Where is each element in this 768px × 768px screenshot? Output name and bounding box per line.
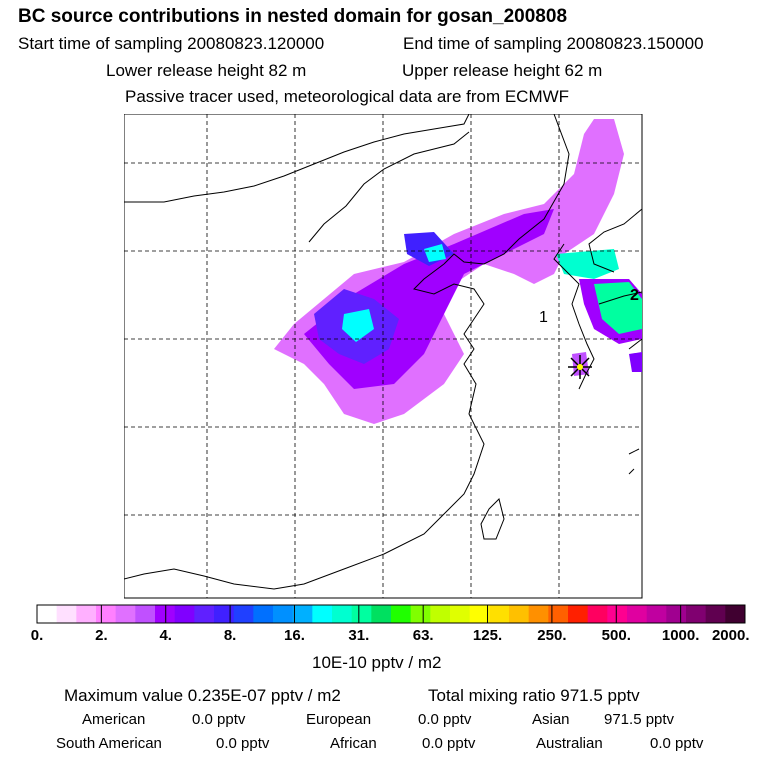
stat-label-australian: Australian — [536, 735, 603, 752]
maximum-value: Maximum value 0.235E-07 pptv / m2 — [64, 686, 341, 705]
colorbar-tick-label: 31. — [348, 627, 370, 644]
total-mixing-ratio: Total mixing ratio 971.5 pptv — [428, 686, 640, 705]
colorbar-swatch — [233, 605, 254, 623]
colorbar-swatch — [607, 605, 628, 623]
stat-label-south-american: South American — [56, 735, 162, 752]
tracer-note: Passive tracer used, meteorological data… — [125, 87, 570, 106]
colorbar-swatch — [705, 605, 726, 623]
colorbar-swatch — [135, 605, 156, 623]
colorbar-tick-label: 125. — [472, 627, 503, 644]
stat-value-asian: 971.5 pptv — [604, 711, 675, 728]
colorbar-tick-label: 8. — [223, 627, 237, 644]
chart-title: BC source contributions in nested domain… — [18, 6, 568, 27]
colorbar-swatch — [292, 605, 313, 623]
stat-label-asian: Asian — [532, 711, 570, 728]
contour-label-2: 2 — [630, 287, 639, 304]
colorbar-swatch — [430, 605, 451, 623]
colorbar-swatch — [155, 605, 176, 623]
colorbar-border — [36, 604, 746, 624]
colorbar-tick-label: 63. — [412, 627, 434, 644]
colorbar-swatch — [646, 605, 667, 623]
colorbar-swatch — [37, 605, 58, 623]
colorbar-swatch — [253, 605, 274, 623]
stat-label-african: African — [330, 735, 377, 752]
colorbar-swatch — [489, 605, 510, 623]
colorbar-tick-label: 2. — [95, 627, 108, 644]
colorbar — [36, 604, 746, 624]
colorbar-swatch — [115, 605, 136, 623]
colorbar-swatch — [351, 605, 372, 623]
stat-label-american: American — [82, 711, 146, 728]
colorbar-swatch — [174, 605, 195, 623]
colorbar-swatch — [469, 605, 490, 623]
end-time: End time of sampling 20080823.150000 — [403, 34, 704, 53]
colorbar-swatch — [56, 605, 77, 623]
colorbar-swatch — [686, 605, 707, 623]
stat-value-south-american: 0.0 pptv — [216, 735, 270, 752]
colorbar-swatch — [725, 605, 746, 623]
colorbar-swatch — [194, 605, 215, 623]
stat-value-african: 0.0 pptv — [422, 735, 476, 752]
stat-value-european: 0.0 pptv — [418, 711, 472, 728]
colorbar-tick-label: 500. — [601, 627, 631, 644]
start-time: Start time of sampling 20080823.120000 — [18, 34, 325, 53]
colorbar-swatch — [96, 605, 117, 623]
colorbar-swatch — [371, 605, 392, 623]
stat-value-american: 0.0 pptv — [192, 711, 246, 728]
colorbar-swatch — [450, 605, 471, 623]
stat-label-european: European — [306, 711, 372, 728]
colorbar-swatch — [548, 605, 569, 623]
stat-value-australian: 0.0 pptv — [650, 735, 704, 752]
colorbar-tick-label: 250. — [537, 627, 567, 644]
colorbar-tick-label: 1000. — [661, 627, 700, 644]
map-panel: 1 2 — [124, 114, 643, 599]
colorbar-units: 10E-10 pptv / m2 — [312, 653, 442, 672]
colorbar-swatch — [509, 605, 530, 623]
colorbar-swatch — [76, 605, 97, 623]
colorbar-tick-label: 0. — [30, 627, 44, 644]
colorbar-swatch — [568, 605, 589, 623]
colorbar-swatch — [528, 605, 549, 623]
contour-label-1: 1 — [539, 309, 548, 326]
colorbar-tick-label: 4. — [159, 627, 172, 644]
colorbar-swatch — [627, 605, 648, 623]
colorbar-swatch — [391, 605, 412, 623]
plume-field — [274, 119, 642, 424]
colorbar-swatch — [410, 605, 431, 623]
colorbar-swatch — [587, 605, 608, 623]
colorbar-tick-label: 2000. — [711, 627, 750, 644]
colorbar-tick-label: 16. — [284, 627, 305, 644]
colorbar-swatch — [332, 605, 353, 623]
colorbar-swatch — [273, 605, 294, 623]
receptor-marker — [568, 355, 592, 379]
lower-release-height: Lower release height 82 m — [106, 61, 307, 80]
upper-release-height: Upper release height 62 m — [402, 61, 603, 80]
colorbar-swatch — [312, 605, 333, 623]
colorbar-swatch — [666, 605, 687, 623]
colorbar-swatch — [214, 605, 235, 623]
